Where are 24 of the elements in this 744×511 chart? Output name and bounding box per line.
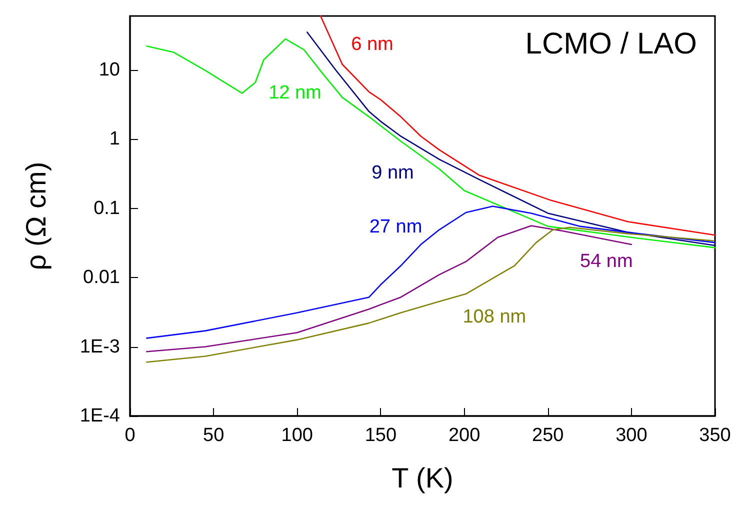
series-label: 27 nm [369, 216, 422, 238]
line-series [146, 206, 716, 339]
series-label: 9 nm [372, 162, 414, 184]
x-tick-label: 0 [124, 425, 136, 446]
series-label: 108 nm [462, 306, 526, 328]
y-tick-label: 10 [98, 59, 120, 80]
series-label: 12 nm [268, 82, 322, 104]
y-tick-label: 0.01 [83, 267, 120, 288]
x-tick-label: 250 [532, 425, 564, 446]
y-tick-label: 1 [109, 128, 120, 150]
x-tick-label: 150 [364, 425, 397, 446]
chart-title: LCMO / LAO [525, 28, 698, 60]
y-tick-label: 1E-3 [80, 336, 120, 358]
y-tick-label: 0.1 [94, 198, 120, 219]
y-axis-title: ρ (Ω cm) [20, 162, 52, 270]
x-tick-label: 100 [281, 425, 313, 446]
x-tick-label: 300 [616, 425, 648, 446]
series-label: 54 nm [580, 251, 633, 272]
x-tick-label: 50 [203, 425, 224, 446]
x-tick-label: 350 [699, 425, 731, 446]
x-tick-label: 200 [448, 425, 480, 446]
y-tick-label: 1E-4 [80, 406, 120, 426]
series-label: 6 nm [351, 34, 394, 55]
x-axis-title: T (K) [392, 462, 454, 494]
